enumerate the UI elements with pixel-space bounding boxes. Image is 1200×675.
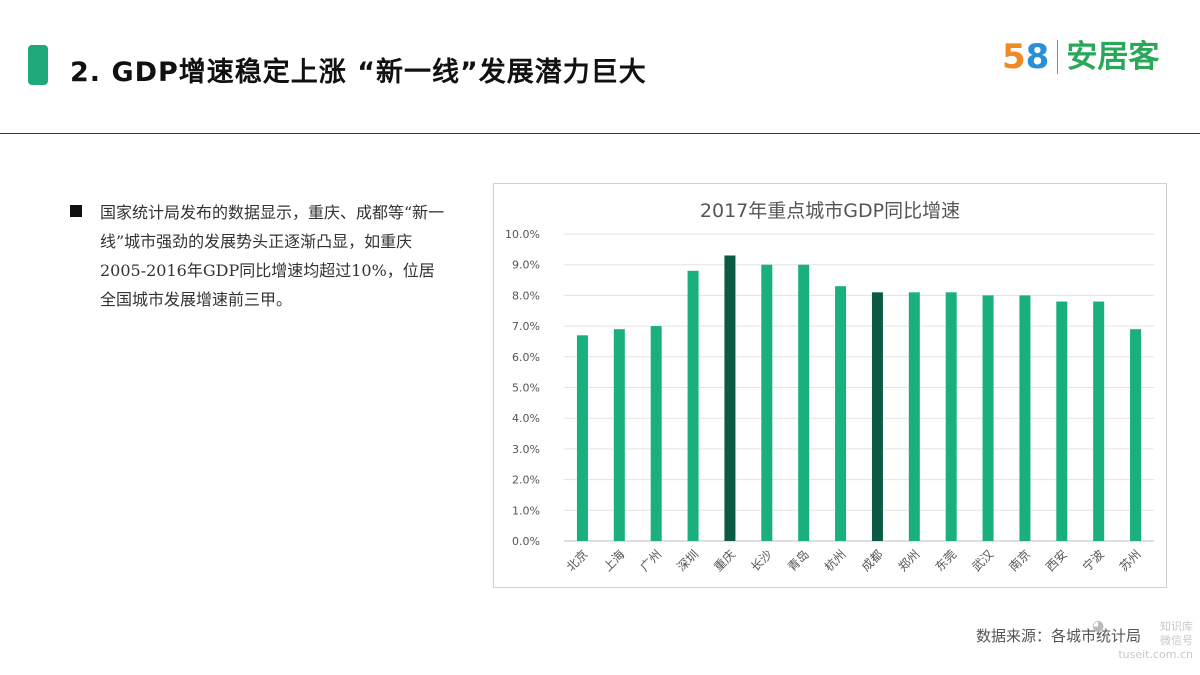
logo-digit-eight: 8 [1025,37,1050,77]
x-tick-label: 广州 [637,547,664,574]
x-tick-label: 西安 [1042,547,1070,575]
x-tick-label: 苏州 [1117,547,1144,574]
x-tick-label: 青岛 [784,547,812,575]
x-tick-label: 武汉 [969,547,996,574]
chart-gridlines [564,233,1154,542]
bar-chart: 2017年重点城市GDP同比增速 0.0% 1.0% 2.0% 3.0% 4.0% 5.0… [505,200,1154,575]
x-tick-label: 杭州 [821,547,849,575]
title-accent-bar [28,45,48,85]
x-axis-ticks: 北京 上海 广州 深圳 重庆 长沙 青岛 杭州 成都 郑州 东莞 武汉 南京 西安 宁波 苏州 [564,547,1144,575]
data-source: 数据来源：各城市统计局 [976,627,1142,645]
header-divider [0,133,1200,134]
x-tick-label: 重庆 [711,547,738,574]
logo-separator [1057,40,1059,74]
y-axis-ticks: 0.0% 1.0% 2.0% 3.0% 4.0% 5.0% 6.0% 7.0% 8.0% 9.0%… [505,228,540,548]
chart-bars [576,255,1142,541]
bar-5 [761,264,773,541]
logo-text: 安居客 [1066,38,1160,75]
bar-14 [1093,301,1105,541]
bar-3 [687,270,699,541]
y-tick-label: 3.0% [512,443,540,456]
y-tick-label: 10.0% [505,228,540,241]
bar-1 [613,329,625,541]
x-tick-label: 宁波 [1079,547,1107,575]
y-tick-label: 4.0% [512,412,540,425]
bar-7 [835,286,847,541]
bar-12 [1019,295,1031,541]
logo-number: 58 [1002,40,1049,74]
bar-6 [798,264,810,541]
y-tick-label: 6.0% [512,351,540,364]
x-tick-label: 郑州 [895,547,923,575]
y-tick-label: 0.0% [512,535,540,548]
chart-container: 2017年重点城市GDP同比增速 0.0% 1.0% 2.0% 3.0% 4.0% 5.0… [493,183,1167,588]
y-tick-label: 1.0% [512,504,540,517]
chart-title: 2017年重点城市GDP同比增速 [700,200,960,222]
bar-9 [908,292,920,541]
x-tick-label: 上海 [600,547,628,575]
x-tick-label: 北京 [564,547,591,574]
y-tick-label: 8.0% [512,289,540,302]
logo-digit-five: 5 [1002,37,1026,77]
x-tick-label: 深圳 [674,547,701,574]
logo: 58 安居客 [1002,36,1159,78]
watermark: 知识库 微信号 tuseit.com.cn [1085,620,1193,662]
y-tick-label: 2.0% [512,474,540,487]
x-tick-label: 成都 [859,547,886,574]
wechat-watermark-icon: ◕ [1092,618,1105,634]
x-tick-label: 长沙 [748,547,775,574]
x-tick-label: 南京 [1005,547,1033,575]
x-tick-label: 东莞 [932,547,959,574]
y-tick-label: 5.0% [512,382,540,395]
bullet-square-icon [70,205,82,217]
watermark-line-1: 知识库 [1160,620,1193,633]
y-tick-label: 9.0% [512,259,540,272]
bar-4 [724,255,736,541]
bar-2 [650,326,662,541]
y-tick-label: 7.0% [512,320,540,333]
bar-11 [982,295,994,541]
bar-0 [576,335,588,541]
body-paragraph: 国家统计局发布的数据显示，重庆、成都等“新一线”城市强劲的发展势头正逐渐凸显，如… [100,203,445,309]
bar-10 [945,292,957,541]
bar-8 [871,292,883,541]
page-title: 2. GDP增速稳定上涨 “新一线”发展潜力巨大 [70,57,647,88]
watermark-line-2: 微信号 tuseit.com.cn [1118,634,1193,661]
bar-15 [1130,329,1142,541]
bar-13 [1056,301,1068,541]
